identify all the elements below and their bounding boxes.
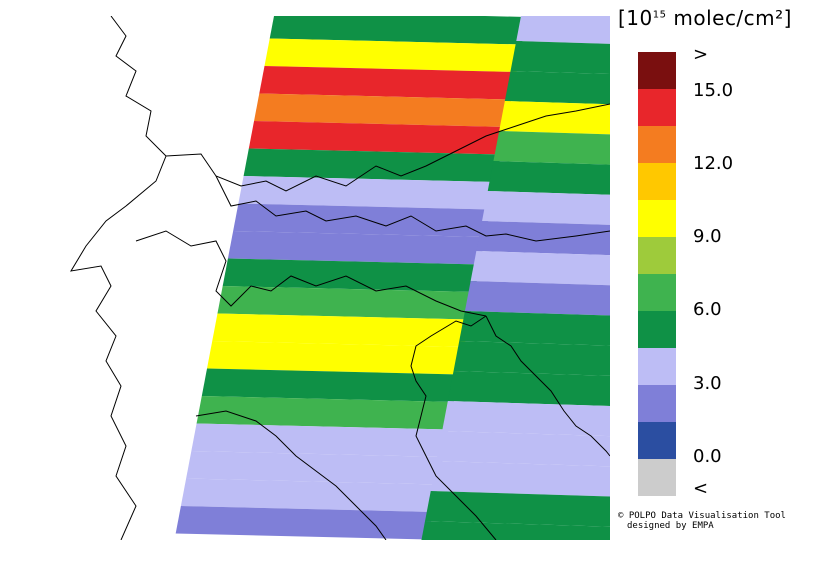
- swath-band: [212, 313, 470, 347]
- colorbar-swatch: [638, 89, 676, 126]
- credit-line-2: designed by EMPA: [627, 521, 714, 531]
- swath-left: [175, 16, 527, 540]
- swath-band: [196, 396, 454, 430]
- swath-band: [516, 16, 610, 44]
- swath-band: [476, 221, 610, 256]
- border-west: [70, 16, 167, 540]
- tick-label-9: 9.0: [693, 226, 722, 247]
- swath-band: [425, 491, 610, 527]
- tick-label-12: 12.0: [693, 153, 734, 174]
- colorbar-swatch: [638, 422, 676, 459]
- swath-band: [180, 478, 439, 512]
- colorbar-swatch: [638, 52, 676, 89]
- swath-band: [217, 286, 475, 320]
- swath-band: [504, 71, 610, 105]
- legend-title: [1015 molec/cm²]: [618, 6, 792, 30]
- coast-tyrrhenian: [195, 410, 387, 540]
- swath-band: [233, 203, 491, 237]
- swath-band: [430, 461, 610, 497]
- swath-band: [186, 451, 444, 485]
- swath-band: [447, 371, 610, 406]
- swath-band: [436, 431, 610, 467]
- swath-right: [421, 16, 610, 540]
- swath-band: [510, 41, 610, 75]
- coast-adriatic-east: [485, 315, 610, 457]
- swath-band: [269, 16, 527, 45]
- colorbar-swatch: [638, 459, 676, 496]
- coastline-borders: [70, 16, 610, 540]
- tick-label-gt: >: [693, 44, 709, 65]
- tick-label-lt: <: [693, 478, 709, 499]
- tick-label-3: 3.0: [693, 373, 722, 394]
- swath-band: [191, 423, 449, 457]
- credit-line-1: © POLPO Data Visualisation Tool: [618, 511, 786, 521]
- swath-band: [254, 93, 512, 127]
- colorbar: [638, 52, 676, 496]
- swath-band: [175, 506, 433, 540]
- swath-band: [243, 148, 501, 182]
- credit-text: © POLPO Data Visualisation Tool designed…: [618, 511, 786, 531]
- colorbar-swatch: [638, 163, 676, 200]
- swath-band: [222, 258, 480, 292]
- data-map: [70, 16, 610, 540]
- swath-band: [421, 521, 610, 540]
- colorbar-swatch: [638, 311, 676, 348]
- swath-band: [470, 251, 610, 286]
- swath-band: [453, 341, 610, 376]
- border-alps-south: [215, 175, 610, 242]
- border-alps: [165, 103, 610, 192]
- swath-band: [207, 341, 465, 375]
- swath-band: [238, 176, 496, 210]
- map-panel: [16, 16, 610, 540]
- swath-band: [264, 38, 522, 72]
- border-italy-north: [135, 230, 487, 317]
- colorbar-swatch: [638, 274, 676, 311]
- swath-band: [464, 281, 610, 316]
- swath-band: [459, 311, 610, 346]
- colorbar-swatch: [638, 348, 676, 385]
- swath-band: [201, 368, 460, 402]
- swath-band: [248, 121, 507, 155]
- colorbar-swatch: [638, 237, 676, 274]
- swath-band: [442, 401, 610, 437]
- swath-band: [259, 66, 517, 100]
- colorbar-swatch: [638, 126, 676, 163]
- colorbar-swatch: [638, 200, 676, 237]
- swath-band: [487, 161, 610, 195]
- swath-band: [482, 191, 610, 225]
- tick-label-0: 0.0: [693, 446, 722, 467]
- tick-label-15: 15.0: [693, 80, 734, 101]
- swath-band: [227, 231, 486, 265]
- colorbar-swatch: [638, 385, 676, 422]
- coast-adriatic-west: [410, 315, 497, 540]
- swath-band: [493, 131, 610, 165]
- tick-label-6: 6.0: [693, 299, 722, 320]
